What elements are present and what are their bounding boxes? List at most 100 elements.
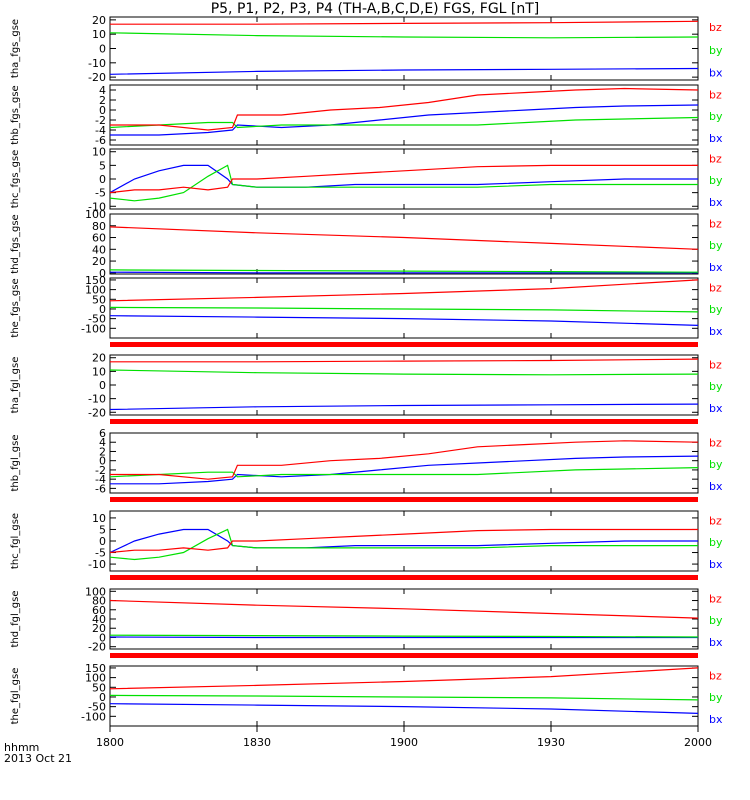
panel-7-red-bar: [110, 497, 698, 502]
panel-7-ytick-label: -2: [95, 464, 106, 477]
panel-9-ytick-label: 40: [92, 613, 106, 626]
panel-4-ytick-label: 60: [92, 232, 106, 245]
panel-9-ytick-label: 20: [92, 622, 106, 635]
panel-6-ytick-label: -10: [88, 393, 106, 406]
panel-8-red-bar: [110, 575, 698, 580]
panel-3-ylabel: thc_fgs_gse: [10, 150, 21, 209]
panel-4-ytick-label: 80: [92, 220, 106, 233]
legend-bz: bz: [709, 593, 722, 606]
panel-10-series-bx: [110, 703, 698, 714]
legend-bz: bz: [709, 153, 722, 166]
panel-7-series-bz: [110, 440, 698, 480]
panel-2-ytick-label: 2: [99, 94, 106, 107]
panel-5-series-bz: [110, 279, 698, 302]
legend-bx: bx: [709, 558, 723, 571]
panel-5-series-by: [110, 306, 698, 313]
panel-7-ytick-label: 2: [99, 445, 106, 458]
xtick-label-2000: 2000: [684, 736, 712, 749]
panel-3-series-by: [110, 164, 698, 202]
xtick-label-1800: 1800: [96, 736, 124, 749]
legend-bx: bx: [709, 66, 723, 79]
legend-bz: bz: [709, 21, 722, 34]
time-axis-label: hhmm: [4, 741, 40, 754]
panel-8-ylabel: thc_fgl_gse: [10, 513, 21, 569]
panel-10-series-by: [110, 694, 698, 701]
panel-8-ytick-label: 0: [99, 535, 106, 548]
panel-4-series-bx: [110, 271, 698, 274]
panel-1-ylabel: tha_fgs_gse: [10, 19, 21, 78]
panel-2-series-bx: [110, 104, 698, 136]
legend-bz: bz: [709, 670, 722, 683]
panel-7-ytick-label: -6: [95, 482, 106, 495]
panel-1-ytick-label: -10: [88, 57, 106, 70]
panel-3-ytick-label: 0: [99, 173, 106, 186]
legend-bx: bx: [709, 132, 723, 145]
panel-7-ytick-label: -4: [95, 473, 106, 486]
panel-9-ytick-label: 60: [92, 604, 106, 617]
legend-by: by: [709, 691, 723, 704]
legend-by: by: [709, 458, 723, 471]
panel-5-red-bar: [110, 342, 698, 347]
panel-4-ytick-label: 20: [92, 255, 106, 268]
panel-2-ytick-label: 0: [99, 104, 106, 117]
panel-5-ytick-label: 100: [85, 284, 106, 297]
panel-2-ytick-label: -2: [95, 114, 106, 127]
panel-6-ytick-label: 0: [99, 379, 106, 392]
panel-10-ytick-label: 0: [99, 691, 106, 704]
panel-5-ytick-label: -50: [88, 313, 106, 326]
panel-6-ytick-label: -20: [88, 406, 106, 419]
legend-bz: bz: [709, 437, 722, 450]
panel-2-ytick-label: -6: [95, 134, 106, 147]
panel-10-series-bz: [110, 667, 698, 690]
legend-bz: bz: [709, 89, 722, 102]
panel-9-ytick-label: 0: [99, 631, 106, 644]
page-title: P5, P1, P2, P3, P4 (TH-A,B,C,D,E) FGS, F…: [210, 1, 540, 17]
panel-2-ylabel: thb_fgs_gse: [10, 85, 21, 144]
panel-4-ylabel: thd_fgs_gse: [10, 214, 21, 273]
panel-9-series-by: [110, 634, 698, 638]
panel-1-ytick-label: -20: [88, 71, 106, 84]
panel-9-ytick-label: 80: [92, 595, 106, 608]
panel-9-ytick-label: 100: [85, 585, 106, 598]
legend-by: by: [709, 174, 723, 187]
legend-by: by: [709, 44, 723, 57]
xtick-label-1900: 1900: [390, 736, 418, 749]
legend-bx: bx: [709, 636, 723, 649]
panel-6-series-by: [110, 369, 698, 376]
legend-bx: bx: [709, 402, 723, 415]
panel-2-ytick-label: 4: [99, 84, 106, 97]
legend-bx: bx: [709, 713, 723, 726]
date-label: 2013 Oct 21: [4, 752, 73, 765]
panel-1-series-by: [110, 32, 698, 39]
xtick-label-1930: 1930: [537, 736, 565, 749]
panel-10-ytick-label: -100: [81, 710, 106, 723]
panel-9-ylabel: thd_fgl_gse: [10, 591, 21, 648]
panel-1-series-bz: [110, 20, 698, 25]
panel-2-series-by: [110, 116, 698, 129]
panel-frame-2: [109, 84, 699, 146]
panel-1-ytick-label: 0: [99, 43, 106, 56]
panel-1-series-bx: [110, 67, 698, 75]
panel-8-ytick-label: -5: [95, 547, 106, 560]
legend-bz: bz: [709, 515, 722, 528]
panel-7-series-bx: [110, 455, 698, 485]
legend-by: by: [709, 303, 723, 316]
legend-bx: bx: [709, 480, 723, 493]
legend-by: by: [709, 614, 723, 627]
panel-frame-7: [109, 432, 699, 494]
panel-6-series-bz: [110, 358, 698, 363]
panel-5-ytick-label: -100: [81, 322, 106, 335]
panel-10-ytick-label: 50: [92, 681, 106, 694]
panel-6-red-bar: [110, 419, 698, 424]
panel-9-series-bx: [110, 636, 698, 639]
panel-4-ytick-label: 0: [99, 267, 106, 280]
panel-9-red-bar: [110, 653, 698, 658]
panel-6-series-bx: [110, 403, 698, 411]
panel-frame-9: [109, 588, 699, 650]
panel-7-ytick-label: 0: [99, 455, 106, 468]
panel-9-ytick-label: -20: [88, 641, 106, 654]
panel-6-ylabel: tha_fgl_gse: [10, 357, 21, 414]
legend-bz: bz: [709, 218, 722, 231]
panel-10-ylabel: the_fgl_gse: [10, 668, 21, 725]
